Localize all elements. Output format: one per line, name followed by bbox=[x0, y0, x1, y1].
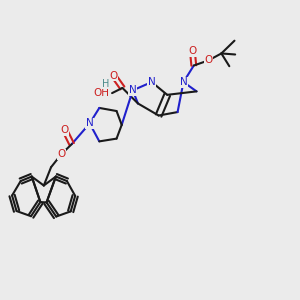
Text: H: H bbox=[102, 79, 110, 89]
Text: O: O bbox=[57, 149, 65, 159]
Text: N: N bbox=[86, 118, 94, 128]
Text: N: N bbox=[180, 77, 187, 87]
Text: O: O bbox=[110, 71, 118, 81]
Text: O: O bbox=[205, 55, 213, 65]
Text: N: N bbox=[129, 85, 136, 95]
Text: O: O bbox=[188, 46, 196, 56]
Text: O: O bbox=[61, 125, 69, 135]
Text: OH: OH bbox=[93, 88, 109, 98]
Text: N: N bbox=[148, 77, 156, 87]
